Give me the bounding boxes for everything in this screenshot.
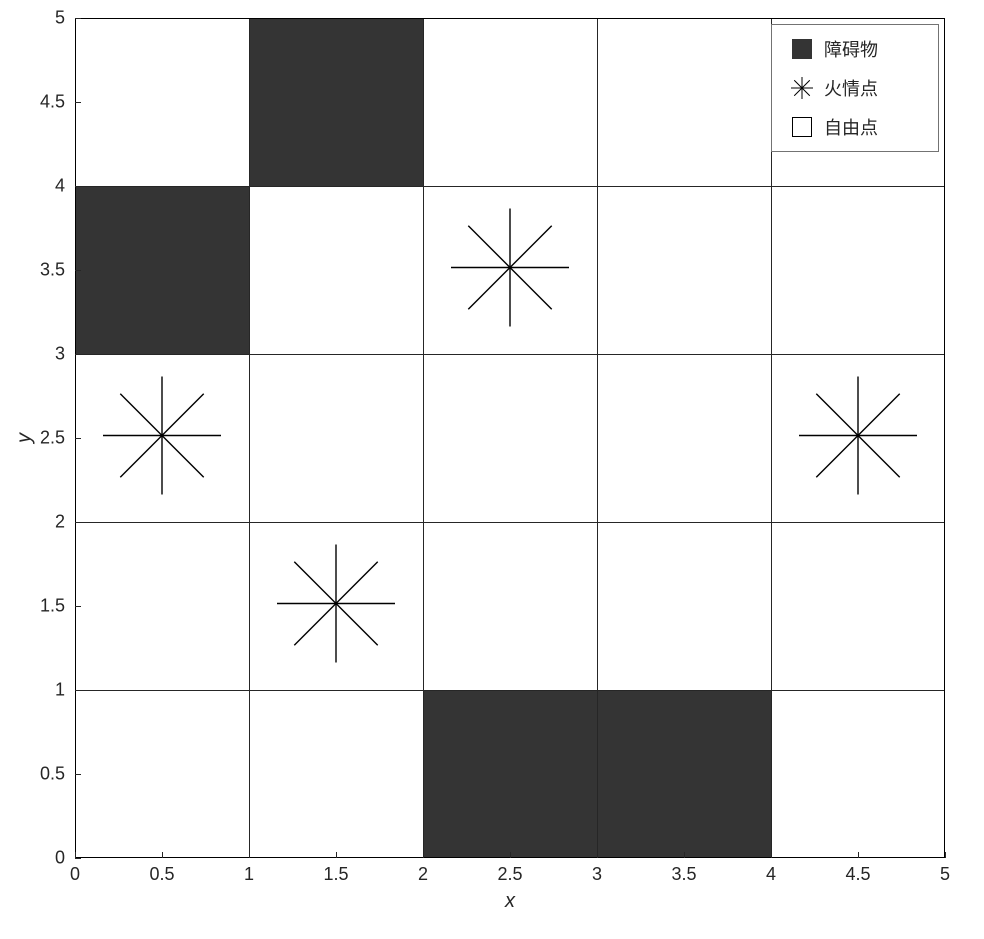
- gridline-horizontal: [75, 690, 945, 691]
- gridline-vertical: [249, 18, 250, 858]
- x-tick-label: 2.5: [497, 864, 522, 885]
- x-tick-label: 2: [418, 864, 428, 885]
- legend-swatch-icon: [780, 117, 824, 137]
- fire-point-marker: [799, 377, 917, 500]
- x-tick-label: 3: [592, 864, 602, 885]
- y-tick-label: 2.5: [40, 428, 65, 449]
- gridline-horizontal: [75, 522, 945, 523]
- x-tick-label: 5: [940, 864, 950, 885]
- x-tick-mark: [771, 852, 772, 858]
- x-tick-mark: [336, 852, 337, 858]
- x-tick-mark: [945, 852, 946, 858]
- x-tick-mark: [423, 852, 424, 858]
- y-tick-mark: [75, 270, 81, 271]
- y-tick-label: 3: [55, 344, 65, 365]
- y-tick-mark: [75, 858, 81, 859]
- x-tick-label: 0: [70, 864, 80, 885]
- y-tick-label: 0.5: [40, 764, 65, 785]
- legend-item: 自由点: [780, 108, 930, 147]
- x-tick-label: 4.5: [845, 864, 870, 885]
- y-tick-mark: [75, 438, 81, 439]
- x-tick-mark: [249, 852, 250, 858]
- legend-label: 障碍物: [824, 36, 878, 62]
- x-axis-label: x: [505, 890, 515, 913]
- y-tick-mark: [75, 186, 81, 187]
- y-tick-label: 1: [55, 680, 65, 701]
- y-tick-mark: [75, 18, 81, 19]
- x-tick-label: 1: [244, 864, 254, 885]
- y-tick-label: 4: [55, 176, 65, 197]
- x-tick-label: 1.5: [323, 864, 348, 885]
- legend-label: 自由点: [824, 114, 878, 140]
- legend-swatch-icon: [780, 39, 824, 59]
- y-tick-mark: [75, 522, 81, 523]
- gridline-horizontal: [75, 354, 945, 355]
- fire-point-marker: [451, 209, 569, 332]
- y-tick-label: 5: [55, 8, 65, 29]
- y-axis-label: y: [14, 433, 37, 443]
- x-tick-label: 0.5: [149, 864, 174, 885]
- y-tick-mark: [75, 774, 81, 775]
- legend: 障碍物火情点自由点: [771, 24, 939, 152]
- x-tick-mark: [162, 852, 163, 858]
- y-tick-mark: [75, 102, 81, 103]
- figure: 0 0.5 1 1.5 2 2.5 3 3.5 4 4.5 5 0 0.5 1 1.5 2 2.5 3 3.5 4 4.…: [0, 0, 984, 939]
- gridline-vertical: [423, 18, 424, 858]
- legend-swatch-icon: [780, 77, 824, 99]
- x-tick-label: 3.5: [671, 864, 696, 885]
- legend-label: 火情点: [824, 75, 878, 101]
- gridline-vertical: [597, 18, 598, 858]
- y-tick-label: 0: [55, 848, 65, 869]
- y-tick-mark: [75, 690, 81, 691]
- legend-item: 障碍物: [780, 29, 930, 68]
- y-tick-mark: [75, 606, 81, 607]
- obstacle-cell: [597, 690, 771, 858]
- fire-point-marker: [277, 545, 395, 668]
- obstacle-cell: [249, 18, 423, 186]
- y-tick-mark: [75, 354, 81, 355]
- x-tick-mark: [858, 852, 859, 858]
- x-tick-mark: [510, 852, 511, 858]
- legend-item: 火情点: [780, 68, 930, 107]
- y-tick-label: 4.5: [40, 92, 65, 113]
- x-tick-mark: [684, 852, 685, 858]
- y-tick-label: 1.5: [40, 596, 65, 617]
- x-tick-mark: [597, 852, 598, 858]
- gridline-horizontal: [75, 186, 945, 187]
- y-tick-label: 3.5: [40, 260, 65, 281]
- obstacle-cell: [75, 186, 249, 354]
- fire-point-marker: [103, 377, 221, 500]
- y-tick-label: 2: [55, 512, 65, 533]
- x-tick-label: 4: [766, 864, 776, 885]
- obstacle-cell: [423, 690, 597, 858]
